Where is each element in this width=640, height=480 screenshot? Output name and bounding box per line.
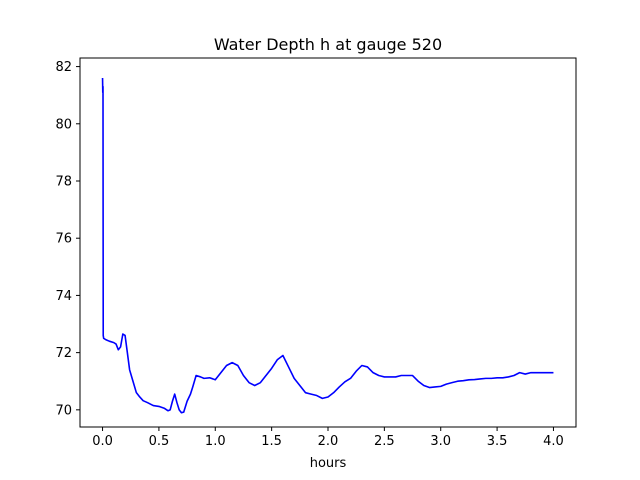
series-layer bbox=[101, 78, 554, 414]
x-tick-label: 4.0 bbox=[543, 434, 564, 449]
y-tick-label: 76 bbox=[55, 232, 72, 247]
x-axis-label: hours bbox=[310, 456, 347, 471]
x-tick-label: 3.0 bbox=[430, 434, 451, 449]
x-tick-label: 1.5 bbox=[261, 434, 282, 449]
chart-title: Water Depth h at gauge 520 bbox=[214, 35, 442, 54]
x-tick-label: 0.0 bbox=[92, 434, 113, 449]
y-axis: 70 72 74 76 78 80 82 bbox=[55, 60, 80, 418]
x-tick-label: 2.5 bbox=[374, 434, 395, 449]
y-tick-label: 72 bbox=[55, 346, 72, 361]
x-tick-label: 0.5 bbox=[149, 434, 170, 449]
series-line bbox=[101, 78, 554, 414]
x-tick-label: 3.5 bbox=[487, 434, 508, 449]
x-tick-label: 2.0 bbox=[318, 434, 339, 449]
y-tick-label: 82 bbox=[55, 60, 72, 75]
y-tick-label: 80 bbox=[55, 117, 72, 132]
y-tick-label: 78 bbox=[55, 175, 72, 190]
y-tick-label: 70 bbox=[55, 403, 72, 418]
y-tick-label: 74 bbox=[55, 289, 72, 304]
x-tick-label: 1.0 bbox=[205, 434, 226, 449]
plot-frame bbox=[79, 57, 577, 428]
x-axis: 0.0 0.5 1.0 1.5 2.0 2.5 3.0 3.5 4.0 bbox=[92, 427, 564, 449]
